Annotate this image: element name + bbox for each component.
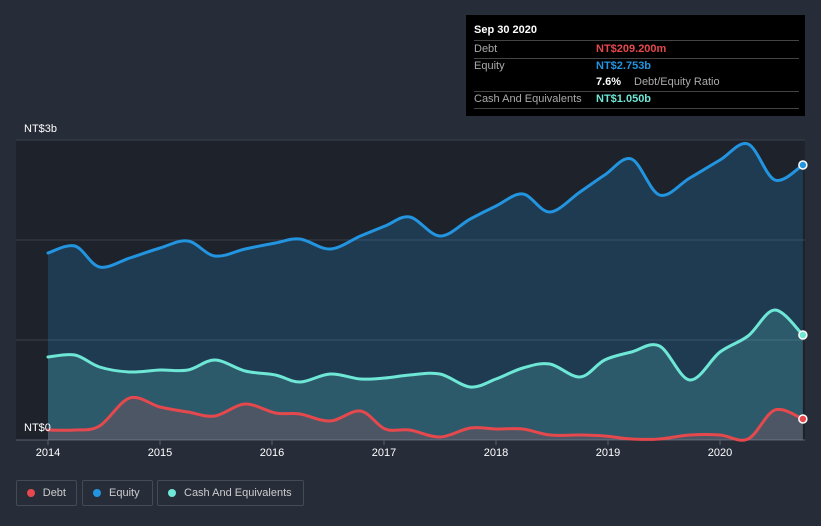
tooltip-row-ratio: 7.6% Debt/Equity Ratio	[474, 74, 799, 92]
tooltip-value: NT$2.753b	[596, 60, 652, 72]
x-tick-label: 2016	[259, 447, 285, 459]
legend-cash[interactable]: Cash And Equivalents	[157, 480, 304, 506]
legend-label: Equity	[109, 487, 140, 499]
equity-end-point	[798, 160, 808, 170]
tooltip-value: NT$209.200m	[596, 43, 667, 55]
legend-equity[interactable]: Equity	[82, 480, 153, 506]
legend-debt[interactable]: Debt	[16, 480, 77, 506]
ratio-value: 7.6%	[596, 76, 622, 88]
tooltip-row-cash: Cash And Equivalents NT$1.050b	[474, 91, 799, 109]
tooltip-label: Debt	[474, 43, 498, 55]
debt-dot-icon	[27, 489, 35, 497]
tooltip-label: Equity	[474, 60, 505, 72]
tooltip-date: Sep 30 2020	[474, 24, 537, 36]
cash-and-equivalents-line	[46, 308, 805, 389]
equity-dot-icon	[93, 489, 101, 497]
y-tick-label: NT$0	[24, 422, 51, 434]
ratio-label: Debt/Equity Ratio	[634, 76, 720, 88]
x-tick-label: 2017	[371, 447, 397, 459]
legend-label: Debt	[42, 487, 66, 499]
cash-dot-icon	[168, 489, 176, 497]
cash-and-equivalents-end-point	[798, 330, 808, 340]
tooltip-row-equity: Equity NT$2.753b	[474, 58, 799, 75]
x-tick-label: 2018	[483, 447, 509, 459]
x-tick-label: 2014	[35, 447, 61, 459]
tooltip-label: Cash And Equivalents	[474, 93, 582, 105]
x-tick-label: 2019	[595, 447, 621, 459]
x-tick-label: 2020	[707, 447, 733, 459]
debt-area	[48, 397, 803, 441]
equity-line	[46, 142, 805, 269]
tooltip: Sep 30 2020 Debt NT$209.200m Equity NT$2…	[466, 15, 805, 116]
debt-end-point	[798, 414, 808, 424]
x-tick-label: 2015	[147, 447, 173, 459]
debt-line	[46, 395, 805, 442]
tooltip-row-debt: Debt NT$209.200m	[474, 41, 799, 59]
tooltip-value: NT$1.050b	[596, 93, 652, 105]
equity-area	[48, 143, 803, 440]
legend-label: Cash And Equivalents	[184, 487, 292, 499]
y-tick-label: NT$3b	[24, 123, 58, 135]
